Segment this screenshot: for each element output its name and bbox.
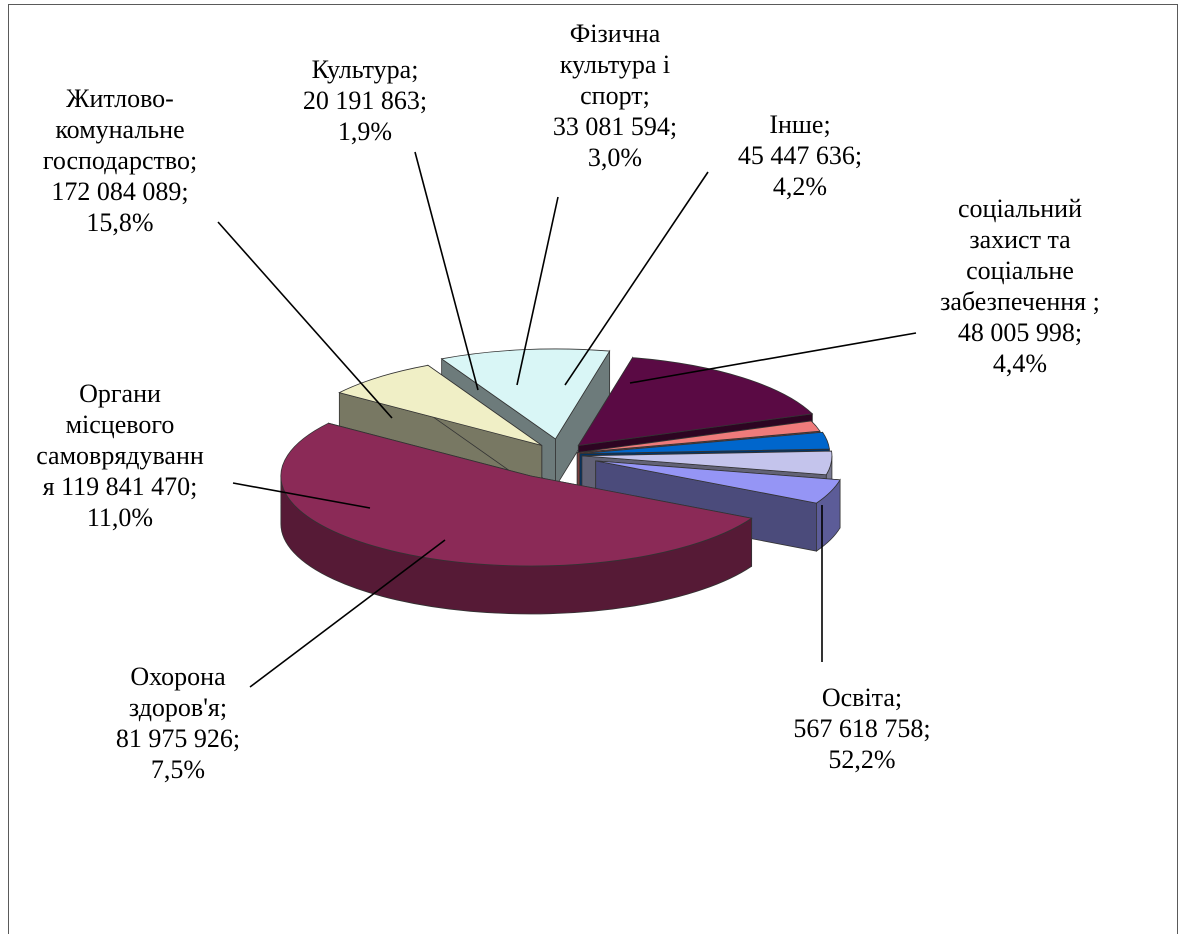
data-label-line: я 119 841 470; (43, 472, 198, 501)
data-label-line: самоврядуванн (36, 441, 204, 470)
data-label-line: господарство; (43, 146, 197, 175)
data-label-line: 48 005 998; (958, 318, 1082, 347)
leader-line (516, 196, 559, 386)
data-label-line: 33 081 594; (553, 112, 677, 141)
data-label-6: Фізична культура і спорт; 33 081 594; 3,0% (553, 19, 677, 172)
data-label-line: 81 975 926; (116, 724, 240, 753)
leader-line (232, 482, 371, 509)
data-label-line: Інше; (769, 110, 830, 139)
data-label-line: Фізична (570, 19, 661, 48)
data-label-line: 11,0% (87, 503, 153, 532)
pie-slice-top (338, 364, 543, 446)
data-label-3: Органи місцевого самоврядуванн я 119 841 47… (36, 379, 204, 532)
data-label-line: спорт; (580, 81, 650, 110)
data-label-1: Освіта; 567 618 758; 52,2% (793, 683, 930, 774)
chart-frame (8, 4, 1178, 934)
leader-line (414, 151, 479, 391)
data-label-line: 4,2% (773, 172, 827, 201)
pie-slice-top (579, 431, 830, 455)
data-label-line: 3,0% (588, 143, 642, 172)
data-label-line: соціальне (966, 256, 1074, 285)
data-label-line: забезпечення ; (940, 287, 1100, 316)
data-label-8: соціальний захист та соціальне забезпечення… (940, 194, 1100, 378)
data-label-line: 45 447 636; (738, 141, 862, 170)
data-label-line: місцевого (66, 410, 175, 439)
leader-line (217, 221, 393, 419)
data-label-7: Інше; 45 447 636; 4,2% (738, 110, 862, 201)
data-label-line: здоров'я; (129, 693, 227, 722)
pie-slice-2 (338, 364, 543, 495)
leader-line (249, 539, 446, 688)
data-label-line: 1,9% (338, 117, 392, 146)
data-label-5: Культура; 20 191 863; 1,9% (303, 55, 427, 146)
pie-slice-top (280, 422, 753, 567)
data-label-2: Охорона здоров'я; 81 975 926; 7,5% (116, 662, 240, 784)
data-label-line: культура і (560, 50, 670, 79)
data-label-line: захист та (969, 225, 1071, 254)
data-label-line: 20 191 863; (303, 86, 427, 115)
pie-slice-top (440, 348, 611, 440)
data-label-line: 172 084 089; (51, 177, 188, 206)
pie-slice-top (577, 420, 821, 454)
pie-slice-top (577, 357, 814, 446)
data-label-line: 567 618 758; (793, 714, 930, 743)
data-label-4: Житлово-комунальне господарство; 172 084 0… (43, 84, 197, 237)
pie-slice-top (581, 450, 833, 476)
data-label-line: 7,5% (151, 755, 205, 784)
data-label-line: Житлово- (66, 84, 174, 113)
leader-line (629, 332, 917, 384)
data-label-line: Культура; (312, 55, 419, 84)
data-label-line: 4,4% (993, 349, 1047, 378)
pie-slice-top (595, 460, 841, 504)
leader-line (564, 171, 709, 386)
pie-slice-1 (280, 422, 753, 615)
data-label-line: комунальне (55, 115, 184, 144)
data-label-line: 15,8% (86, 208, 153, 237)
data-label-line: Органи (79, 379, 161, 408)
data-label-line: 52,2% (828, 745, 895, 774)
data-label-line: соціальний (958, 194, 1082, 223)
data-label-line: Освіта; (822, 683, 902, 712)
data-label-line: Охорона (130, 662, 226, 691)
